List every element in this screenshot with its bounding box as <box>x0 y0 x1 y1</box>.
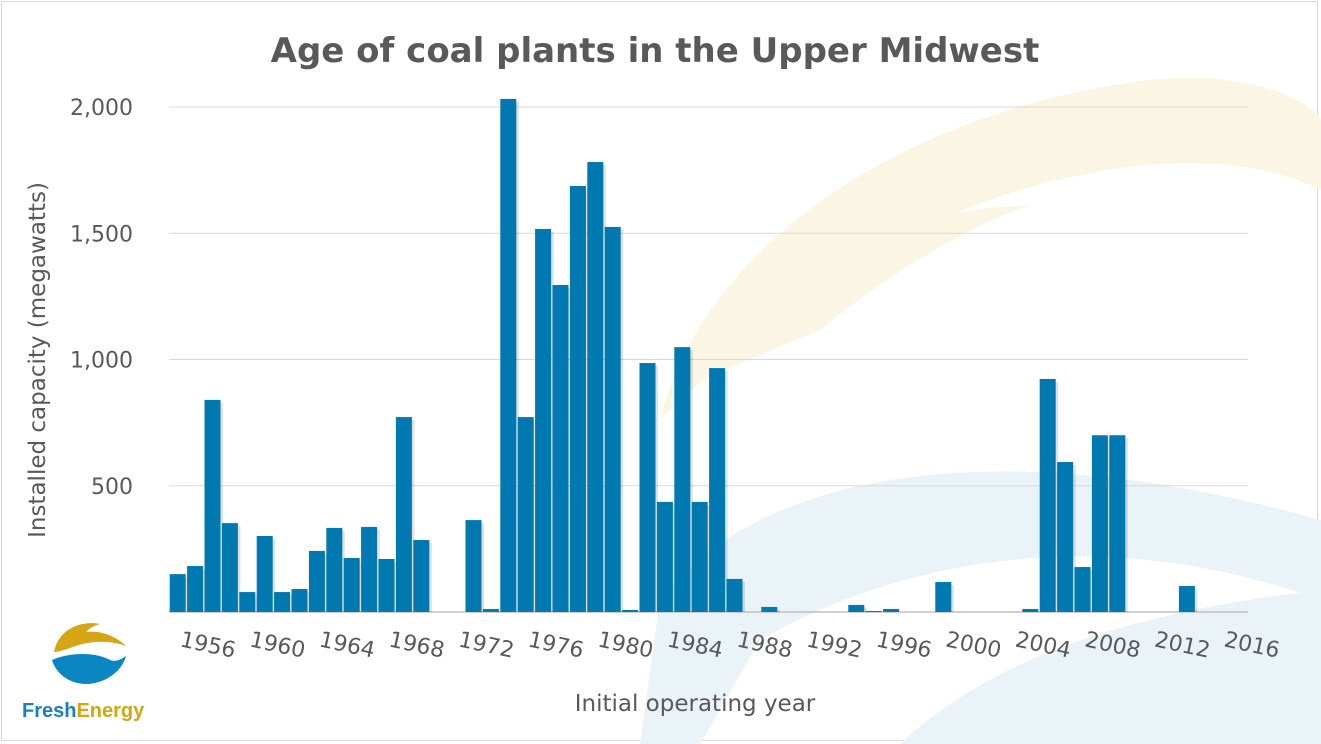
bar-1965 <box>361 526 378 612</box>
bar-1983 <box>674 347 691 612</box>
bar-1982 <box>656 501 673 612</box>
bar-2012 <box>1178 585 1195 612</box>
bar-1973 <box>500 98 517 613</box>
bar-2008 <box>1109 435 1126 612</box>
bar-1993 <box>848 604 865 612</box>
background-watermark <box>640 78 1321 744</box>
bar-1975 <box>535 228 552 612</box>
bar-1995 <box>883 608 900 612</box>
bar-1961 <box>291 589 308 612</box>
bar-1971 <box>465 520 482 612</box>
bar-1957 <box>221 523 238 612</box>
bar-1966 <box>378 558 395 612</box>
chart-title: Age of coal plants in the Upper Midwest <box>271 31 1040 71</box>
bar-2005 <box>1057 462 1074 612</box>
y-tick-label: 500 <box>91 475 133 500</box>
bar-1954 <box>169 574 186 612</box>
x-tick-label: 1980 <box>595 628 655 664</box>
x-tick-label: 1956 <box>178 628 238 664</box>
bar-1980 <box>622 609 639 612</box>
logo-text: FreshEnergy <box>22 700 144 723</box>
x-tick-label: 2000 <box>943 628 1003 664</box>
bar-1984 <box>691 501 708 612</box>
bar-1956 <box>204 399 221 612</box>
bar-1988 <box>761 606 778 612</box>
y-tick-label: 2,000 <box>70 96 133 121</box>
bar-2004 <box>1039 378 1056 612</box>
bar-2003 <box>1022 608 1039 612</box>
x-tick-label: 1996 <box>874 628 934 664</box>
y-tick-label: 1,000 <box>70 349 133 374</box>
x-tick-label: 1968 <box>387 628 447 664</box>
x-tick-label: 1972 <box>456 628 516 664</box>
bar-1976 <box>552 285 569 612</box>
bar-1994 <box>865 610 882 612</box>
bar-1955 <box>187 566 204 612</box>
bar-1979 <box>604 226 621 612</box>
bar-2007 <box>1091 435 1108 612</box>
x-tick-label: 1992 <box>804 628 864 664</box>
y-tick-label: 1,500 <box>70 222 133 247</box>
y-axis-label: Installed capacity (megawatts) <box>25 182 51 538</box>
bar-1978 <box>587 162 604 613</box>
logo-word-energy: Energy <box>76 700 145 722</box>
bar-1958 <box>239 592 256 612</box>
x-tick-label: 1964 <box>317 628 377 664</box>
x-tick-label: 1960 <box>247 628 307 664</box>
bar-1964 <box>343 557 360 612</box>
bar-1981 <box>639 363 656 612</box>
bar-1968 <box>413 540 430 612</box>
bar-1977 <box>569 186 586 612</box>
fresh-energy-logo-icon <box>52 623 126 684</box>
bar-1985 <box>709 368 726 612</box>
bar-1963 <box>326 527 343 612</box>
bar-1972 <box>482 608 499 612</box>
bar-2006 <box>1074 567 1091 612</box>
bar-1959 <box>256 535 273 612</box>
bar-1962 <box>308 550 325 612</box>
bar-1998 <box>935 581 952 612</box>
bar-1960 <box>274 592 291 612</box>
bar-1974 <box>517 417 534 612</box>
x-tick-label: 2004 <box>1013 628 1073 664</box>
bar-1967 <box>395 417 412 612</box>
logo-word-fresh: Fresh <box>22 700 77 722</box>
bar-1986 <box>726 578 743 612</box>
x-tick-label: 1976 <box>526 628 586 664</box>
x-axis-label: Initial operating year <box>575 691 816 717</box>
